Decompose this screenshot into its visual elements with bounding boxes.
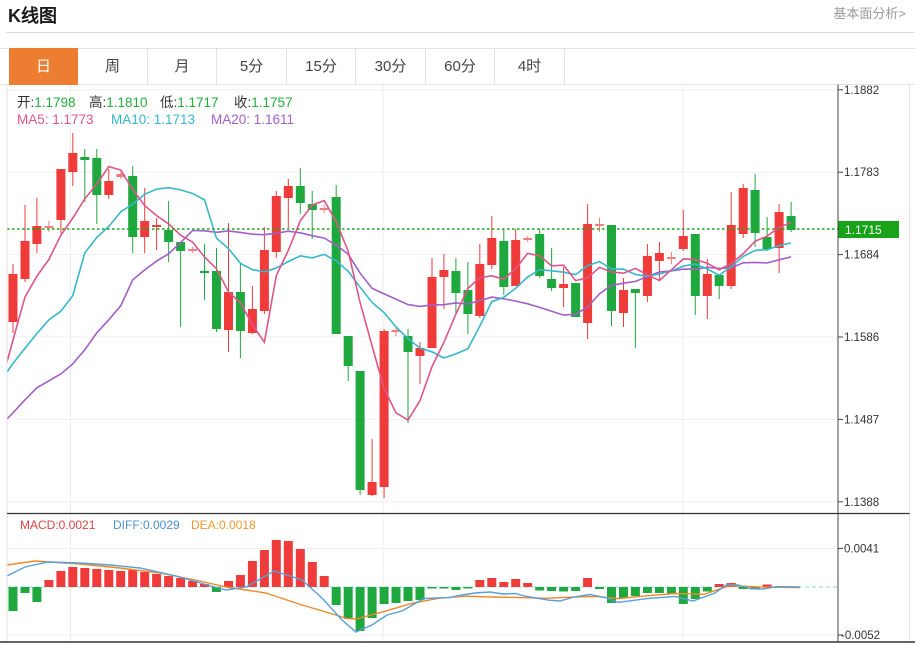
svg-text:1.1715: 1.1715 xyxy=(845,223,882,237)
svg-text:DIFF:0.0029: DIFF:0.0029 xyxy=(113,518,180,532)
svg-text:1.1586: 1.1586 xyxy=(844,332,879,344)
svg-text:MACD:0.0021: MACD:0.0021 xyxy=(20,518,96,532)
svg-text:DEA:0.0018: DEA:0.0018 xyxy=(191,518,256,532)
svg-text:1.1684: 1.1684 xyxy=(844,250,880,262)
svg-text:0.0041: 0.0041 xyxy=(844,543,879,555)
svg-text:1.1882: 1.1882 xyxy=(844,85,879,97)
svg-text:1.1388: 1.1388 xyxy=(844,497,879,509)
svg-text:1.1487: 1.1487 xyxy=(844,414,879,426)
svg-text:1.1783: 1.1783 xyxy=(844,167,879,179)
svg-text:-0.0052: -0.0052 xyxy=(841,630,880,642)
